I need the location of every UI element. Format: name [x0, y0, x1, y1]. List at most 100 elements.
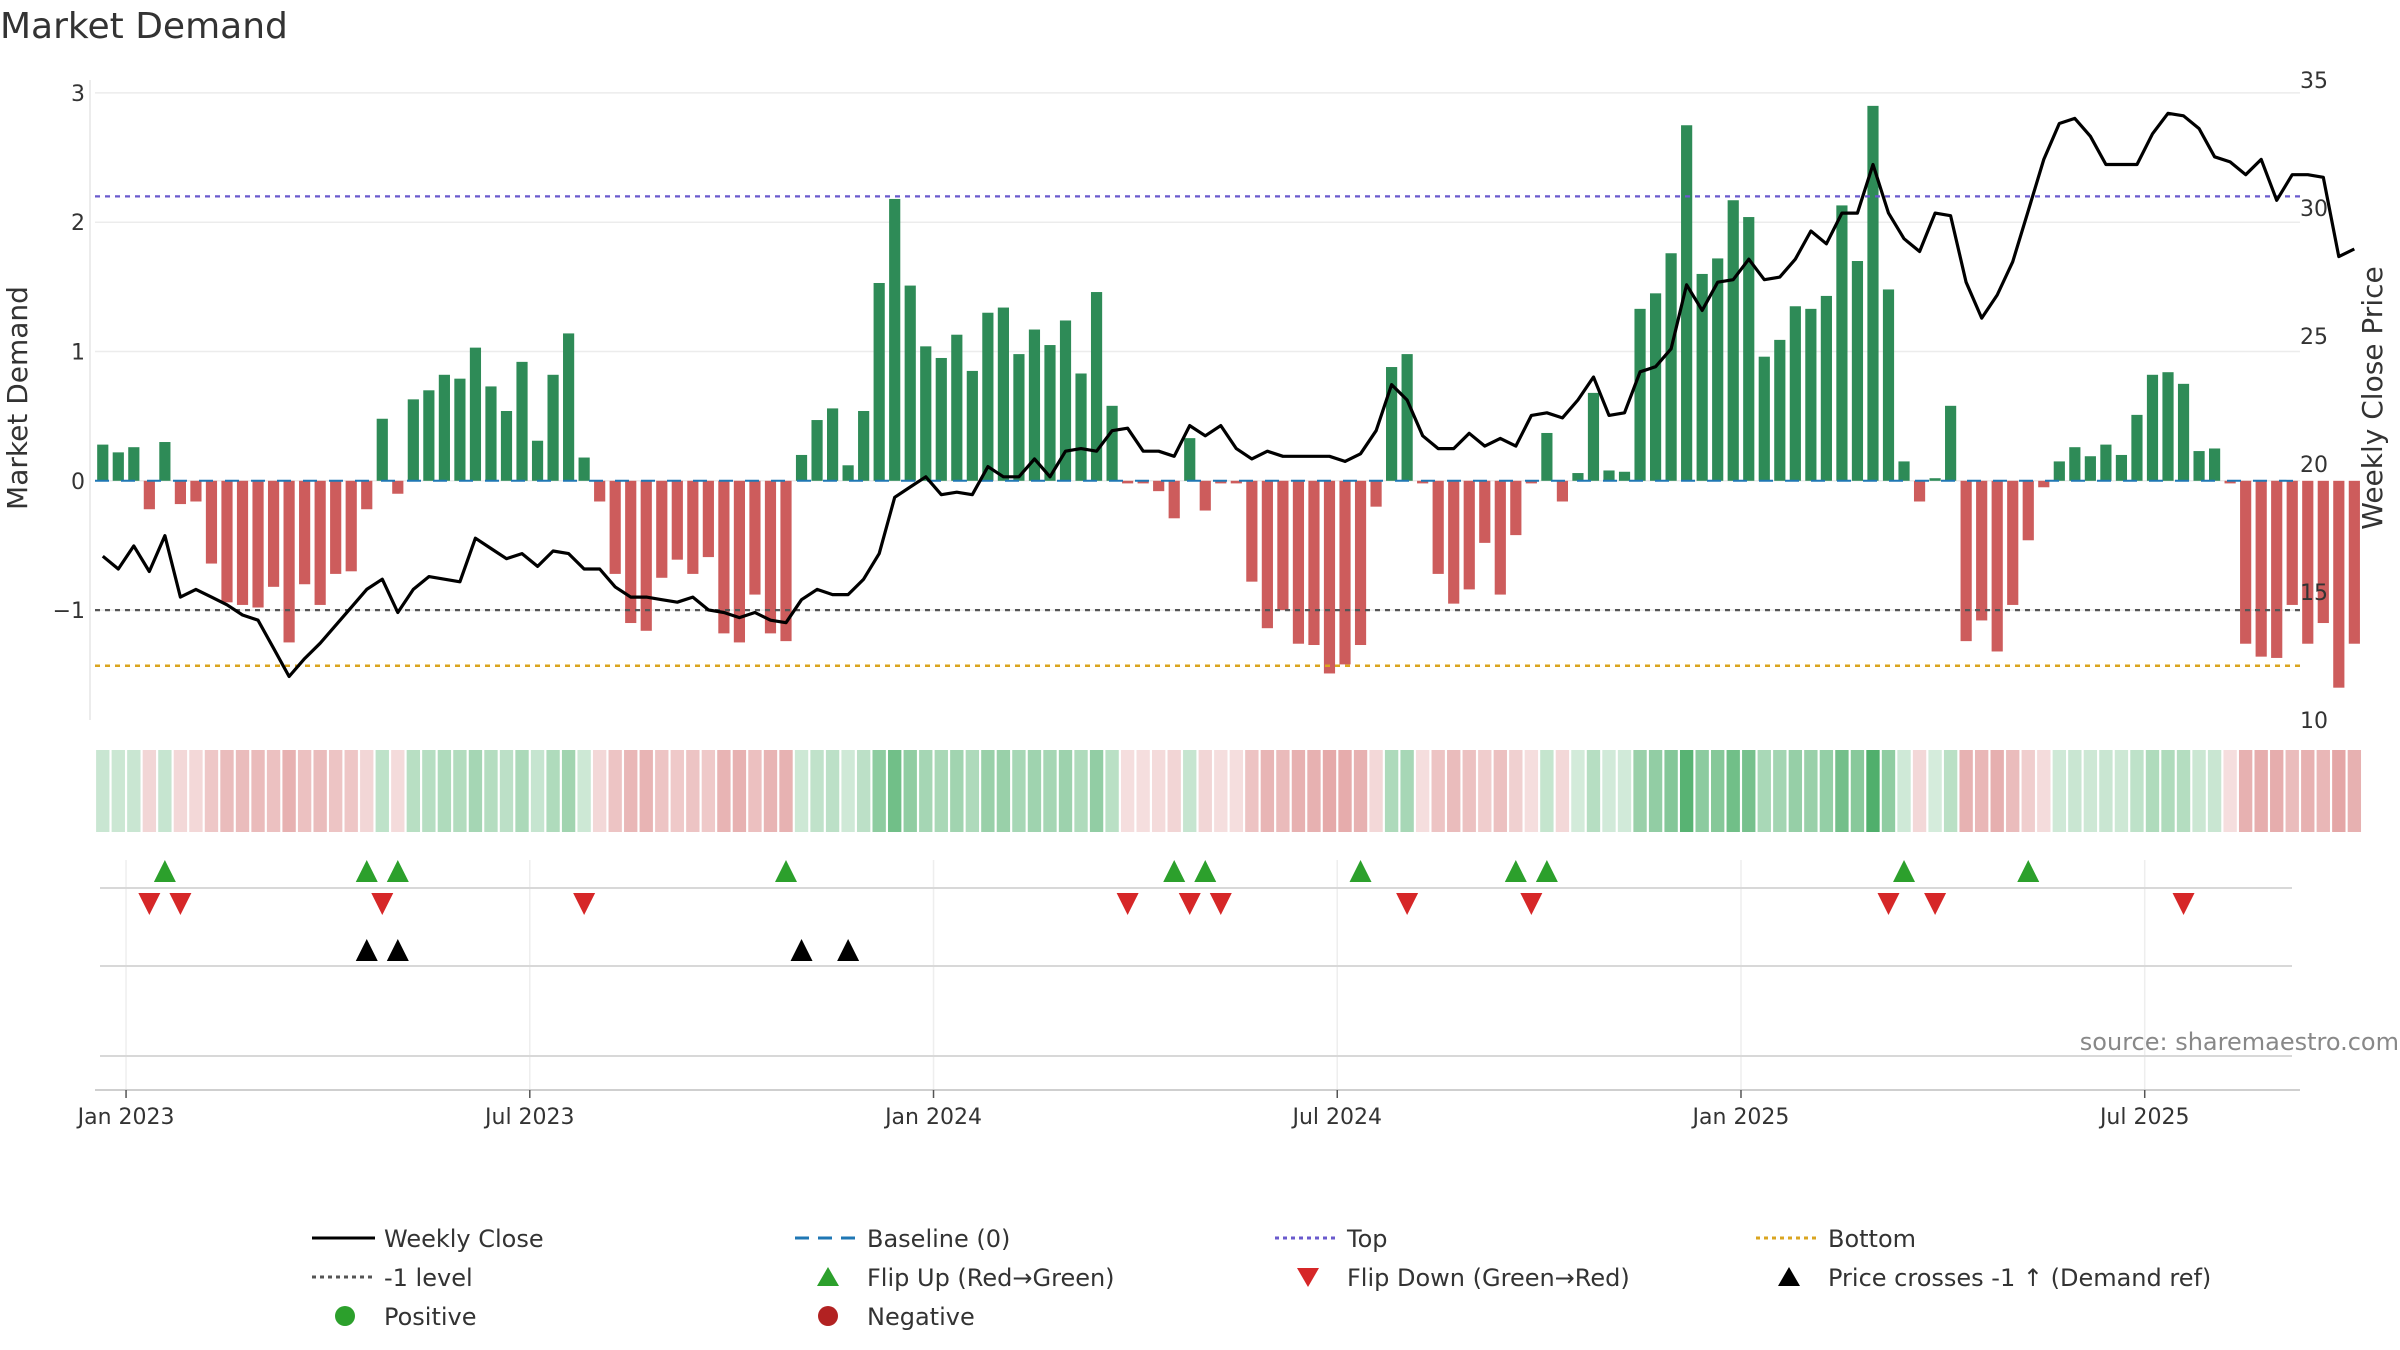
x-tick-label: Jan 2024	[883, 1105, 982, 1130]
demand-bar	[2146, 374, 2159, 481]
demand-bar	[485, 386, 497, 481]
demand-bar	[252, 480, 264, 608]
demand-bar	[811, 420, 823, 481]
flip-down-marker	[1396, 893, 1419, 915]
heat-cell	[2270, 750, 2284, 832]
heat-cell	[2285, 750, 2299, 832]
heat-cell	[748, 750, 762, 832]
price-cross-marker	[355, 939, 378, 961]
heat-cell	[1245, 750, 1259, 832]
legend-label: Weekly Close	[384, 1225, 544, 1253]
demand-bar	[2131, 414, 2143, 481]
y-tick-right-label: 35	[2300, 69, 2328, 94]
demand-bar	[361, 480, 373, 510]
heat-cell	[608, 750, 622, 832]
heat-cell	[1788, 750, 1803, 832]
demand-bar	[1758, 356, 1770, 481]
heat-cell	[655, 750, 669, 832]
flip-up-marker	[1535, 860, 1558, 882]
heat-cell	[996, 750, 1011, 832]
heat-cell	[1804, 750, 1818, 832]
heat-cell	[344, 750, 358, 832]
demand-bar	[2302, 480, 2314, 644]
heat-cell	[2006, 750, 2020, 832]
demand-bar	[221, 480, 233, 603]
heat-cell	[453, 750, 467, 832]
demand-bar	[392, 480, 404, 494]
legend-item: Positive	[335, 1303, 477, 1331]
heat-cell	[1943, 750, 1958, 832]
demand-bar	[2271, 480, 2283, 658]
heat-cell	[2176, 750, 2191, 832]
demand-bar	[889, 198, 901, 481]
heat-cell	[2316, 750, 2330, 832]
demand-bar	[702, 480, 714, 558]
heat-cell	[158, 750, 172, 832]
demand-bar	[904, 285, 916, 481]
demand-bar	[1075, 373, 1087, 481]
demand-bar	[1044, 345, 1056, 481]
demand-bar	[1261, 480, 1273, 629]
heat-cell	[624, 750, 638, 832]
heat-cell	[173, 750, 188, 832]
heat-cell	[375, 750, 389, 832]
demand-bar	[205, 480, 218, 564]
heat-cell	[732, 750, 747, 832]
demand-bar	[267, 480, 280, 587]
y-tick-left-label: 3	[71, 82, 85, 107]
demand-bar	[1308, 480, 1320, 646]
demand-bar	[547, 374, 559, 481]
demand-bar	[1448, 480, 1460, 604]
demand-bar	[1696, 273, 1708, 481]
demand-bar	[1603, 470, 1615, 481]
demand-bar	[1665, 253, 1677, 481]
heat-cell	[965, 750, 980, 832]
heat-cell	[2347, 750, 2362, 832]
heat-cell	[297, 750, 312, 832]
y-tick-left-label: 1	[71, 341, 85, 366]
demand-bar	[1090, 292, 1103, 481]
heat-cell	[360, 750, 374, 832]
demand-bar	[733, 480, 746, 643]
y-tick-right-label: 25	[2300, 325, 2328, 350]
heat-cell	[1571, 750, 1585, 832]
demand-bar	[749, 480, 761, 595]
demand-heat-band	[96, 750, 2362, 832]
heat-cell	[1447, 750, 1461, 832]
heat-cell	[1773, 750, 1787, 832]
heat-cell	[1167, 750, 1181, 832]
demand-bar	[1028, 329, 1041, 481]
demand-bar	[236, 480, 249, 605]
flip-down-marker	[573, 893, 596, 915]
flip-down-marker	[1178, 893, 1201, 915]
legend-label: Positive	[384, 1303, 477, 1331]
legend-label: Flip Down (Green→Red)	[1347, 1264, 1630, 1292]
demand-bar	[873, 282, 885, 481]
flip-up-marker	[775, 860, 798, 882]
heat-cell	[530, 750, 545, 832]
price-cross-marker	[790, 939, 813, 961]
heat-cell	[1384, 750, 1399, 832]
heat-cell	[872, 750, 886, 832]
heat-cell	[1307, 750, 1321, 832]
heat-cell	[1648, 750, 1663, 832]
demand-bar	[283, 480, 295, 643]
heat-cell	[1338, 750, 1352, 832]
heat-cell	[1183, 750, 1197, 832]
demand-bar	[1137, 480, 1149, 484]
legend-swatch	[335, 1306, 355, 1326]
legend-swatch	[818, 1306, 838, 1326]
heat-cell	[1928, 750, 1942, 832]
demand-bar	[671, 480, 683, 560]
heat-cell	[1866, 750, 1880, 832]
demand-bar	[423, 390, 435, 481]
demand-bar	[1976, 480, 1988, 621]
flip-down-marker	[1209, 893, 1232, 915]
demand-bar	[2100, 444, 2112, 481]
demand-bar	[1246, 480, 1258, 582]
demand-bar	[1836, 205, 1848, 481]
legend-item: Flip Up (Red→Green)	[817, 1264, 1115, 1292]
price-cross-marker	[837, 939, 860, 961]
heat-cell	[794, 750, 809, 832]
